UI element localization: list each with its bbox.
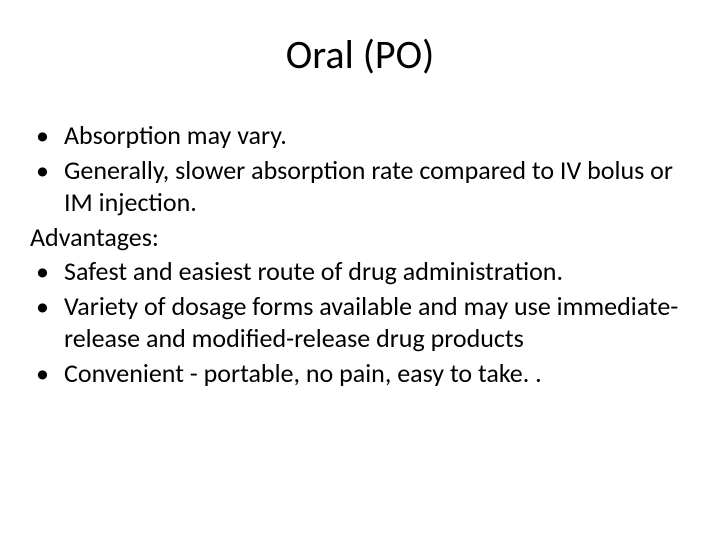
slide-title: Oral (PO) — [30, 30, 690, 79]
bullet-text: Convenient - portable, no pain, easy to … — [64, 357, 690, 390]
bullet-icon: • — [30, 357, 64, 390]
bullet-text: Absorption may vary. — [64, 119, 690, 152]
bullet-text: Generally, slower absorption rate compar… — [64, 154, 690, 219]
bullet-icon: • — [30, 255, 64, 288]
slide: Oral (PO) • Absorption may vary. • Gener… — [0, 0, 720, 540]
list-item: • Safest and easiest route of drug admin… — [30, 255, 690, 288]
slide-body: • Absorption may vary. • Generally, slow… — [30, 119, 690, 389]
bullet-text: Safest and easiest route of drug adminis… — [64, 255, 690, 288]
list-item: • Variety of dosage forms available and … — [30, 290, 690, 355]
list-item: • Absorption may vary. — [30, 119, 690, 152]
list-item: • Generally, slower absorption rate comp… — [30, 154, 690, 219]
bullet-icon: • — [30, 119, 64, 152]
bullet-icon: • — [30, 290, 64, 323]
bullet-icon: • — [30, 154, 64, 187]
bullet-text: Variety of dosage forms available and ma… — [64, 290, 690, 355]
list-item: • Convenient - portable, no pain, easy t… — [30, 357, 690, 390]
subheading: Advantages: — [30, 221, 690, 254]
